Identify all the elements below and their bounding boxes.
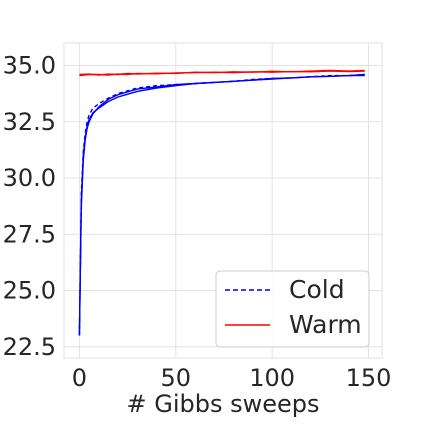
y-tick-label: 22.5 <box>3 333 56 361</box>
series-line-cold <box>78 73 365 336</box>
y-tick-label: 27.5 <box>3 220 56 248</box>
legend-label-warm: Warm <box>289 310 362 339</box>
legend-label-cold: Cold <box>289 275 345 304</box>
series-lines <box>78 69 365 336</box>
y-tick-label: 35.0 <box>3 52 56 80</box>
x-tick-label: 0 <box>72 364 87 392</box>
y-tick-labels: 22.5 25.0 27.5 30.0 32.5 35.0 <box>3 52 56 361</box>
y-tick-label: 30.0 <box>3 164 56 192</box>
y-tick-label: 25.0 <box>3 277 56 305</box>
x-tick-label: 50 <box>161 364 192 392</box>
x-axis-label: # Gibbs sweeps <box>126 390 319 418</box>
series-line-warm <box>79 69 365 76</box>
plot-frame <box>63 42 383 359</box>
legend: Cold Warm <box>215 270 370 348</box>
legend-box <box>215 270 370 348</box>
x-tick-label: 150 <box>346 364 392 392</box>
y-tick-label: 32.5 <box>3 108 56 136</box>
x-tick-label: 100 <box>249 364 295 392</box>
x-tick-labels: 0 50 100 150 <box>72 364 392 392</box>
series-line-cold <box>78 73 365 336</box>
